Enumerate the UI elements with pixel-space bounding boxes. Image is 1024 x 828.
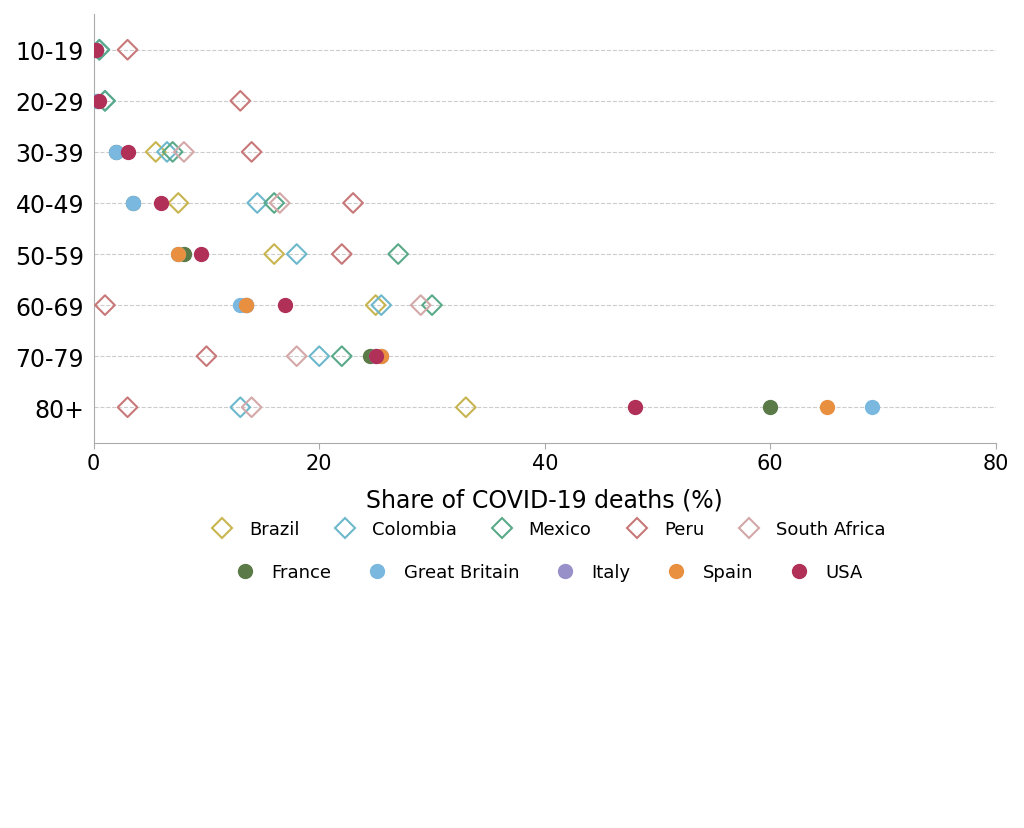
Point [373, 299, 389, 312]
Point [238, 299, 254, 312]
Point [238, 299, 254, 312]
Point [88, 44, 104, 57]
Point [120, 44, 136, 57]
Point [170, 248, 186, 262]
Point [345, 197, 361, 210]
Point [193, 248, 209, 262]
Point [278, 299, 294, 312]
Point [120, 401, 136, 414]
Point [390, 248, 407, 262]
Point [97, 95, 114, 108]
Point [266, 197, 283, 210]
Point [458, 401, 474, 414]
Point [125, 197, 141, 210]
Point [232, 401, 249, 414]
Point [165, 146, 181, 159]
Point [154, 197, 170, 210]
Point [176, 146, 193, 159]
Point [147, 146, 164, 159]
Point [170, 197, 186, 210]
Point [311, 350, 328, 363]
Point [109, 146, 125, 159]
Point [368, 350, 384, 363]
Point [818, 401, 835, 414]
X-axis label: Share of COVID-19 deaths (%): Share of COVID-19 deaths (%) [367, 488, 723, 512]
Point [271, 197, 288, 210]
Point [368, 350, 384, 363]
Point [289, 248, 305, 262]
Point [91, 44, 108, 57]
Point [762, 401, 778, 414]
Point [863, 401, 880, 414]
Point [170, 248, 186, 262]
Point [91, 44, 108, 57]
Point [244, 146, 260, 159]
Point [91, 95, 108, 108]
Point [176, 248, 193, 262]
Point [334, 248, 350, 262]
Point [97, 299, 114, 312]
Point [120, 146, 136, 159]
Point [97, 95, 114, 108]
Point [413, 299, 429, 312]
Point [244, 401, 260, 414]
Point [368, 299, 384, 312]
Point [373, 350, 389, 363]
Point [232, 95, 249, 108]
Point [289, 350, 305, 363]
Point [373, 350, 389, 363]
Point [424, 299, 440, 312]
Point [199, 350, 215, 363]
Point [232, 299, 249, 312]
Point [627, 401, 643, 414]
Legend: France, Great Britain, Italy, Spain, USA: France, Great Britain, Italy, Spain, USA [219, 556, 870, 589]
Point [88, 44, 104, 57]
Point [249, 197, 265, 210]
Point [89, 95, 105, 108]
Point [159, 146, 175, 159]
Point [88, 44, 104, 57]
Point [89, 95, 105, 108]
Point [266, 248, 283, 262]
Point [109, 146, 125, 159]
Point [238, 299, 254, 312]
Point [125, 197, 141, 210]
Point [334, 350, 350, 363]
Point [361, 350, 378, 363]
